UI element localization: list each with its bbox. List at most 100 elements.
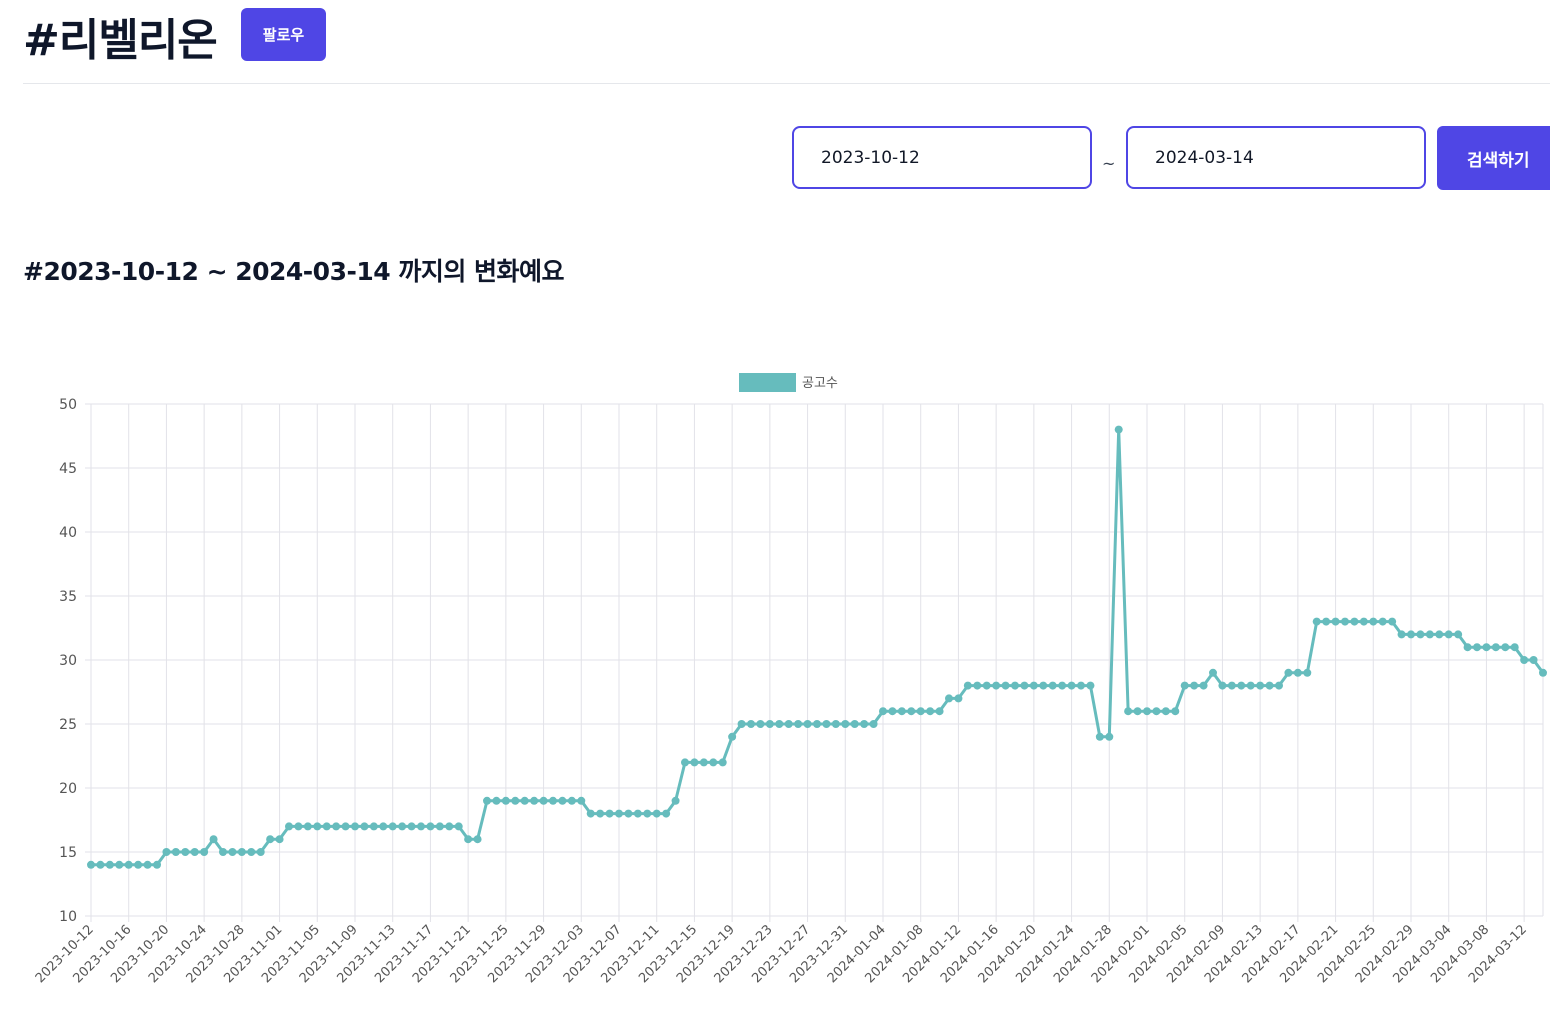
data-point: [1454, 630, 1463, 639]
data-point: [567, 796, 576, 805]
data-point: [266, 835, 275, 844]
search-button[interactable]: 검색하기: [1437, 126, 1550, 190]
y-tick-label: 10: [59, 909, 77, 925]
data-point: [1444, 630, 1453, 639]
data-point: [992, 681, 1001, 690]
data-point: [1180, 681, 1189, 690]
data-point: [134, 860, 143, 869]
data-point: [124, 860, 133, 869]
page-header: #리벨리온 팔로우: [23, 0, 1550, 84]
data-point: [171, 848, 180, 856]
data-point: [718, 758, 727, 767]
data-point: [747, 720, 755, 728]
data-point: [445, 822, 454, 831]
data-point: [662, 809, 671, 818]
data-point: [1491, 643, 1500, 652]
data-point: [869, 720, 878, 728]
data-point: [1199, 681, 1208, 690]
data-point: [982, 681, 991, 690]
data-point: [520, 796, 529, 805]
data-point: [1388, 617, 1397, 626]
data-point: [1209, 668, 1217, 677]
series-line: [91, 428, 1545, 867]
data-point: [162, 848, 171, 856]
data-point: [954, 694, 963, 703]
data-point: [1539, 668, 1547, 677]
follow-button[interactable]: 팔로우: [241, 8, 326, 61]
data-point: [96, 860, 105, 869]
data-point: [369, 822, 378, 831]
data-point: [888, 707, 897, 716]
data-point: [1086, 681, 1095, 690]
chart-series: [87, 425, 1547, 869]
data-point: [200, 848, 209, 856]
data-point: [784, 720, 793, 728]
data-point: [756, 720, 765, 728]
chart-legend[interactable]: 공고수: [739, 373, 838, 392]
data-point: [794, 720, 803, 728]
data-point: [275, 835, 284, 844]
data-point: [1397, 630, 1406, 639]
data-point: [388, 822, 397, 831]
data-point: [492, 796, 501, 805]
data-point: [1293, 668, 1302, 677]
data-point: [407, 822, 416, 831]
data-point: [850, 720, 859, 728]
data-point: [737, 720, 746, 728]
data-point: [303, 822, 312, 831]
data-point: [879, 707, 887, 716]
data-point: [803, 720, 812, 728]
data-point: [1171, 707, 1180, 716]
data-point: [1058, 681, 1067, 690]
y-tick-label: 25: [59, 717, 77, 733]
data-point: [1133, 707, 1142, 716]
data-point: [181, 848, 190, 856]
data-point: [285, 822, 293, 831]
data-point: [615, 809, 623, 818]
data-point: [1510, 643, 1519, 652]
data-point: [501, 796, 510, 805]
data-point: [831, 720, 840, 728]
data-point: [435, 822, 444, 831]
end-date-input[interactable]: [1126, 126, 1426, 189]
data-point: [860, 720, 869, 728]
start-date-input[interactable]: [792, 126, 1092, 189]
data-point: [256, 848, 265, 856]
data-point: [577, 796, 586, 805]
legend-label[interactable]: 공고수: [802, 376, 838, 391]
data-point: [1095, 732, 1104, 741]
data-point: [473, 835, 482, 844]
data-point: [586, 809, 595, 818]
data-point: [143, 860, 152, 869]
data-point: [1529, 656, 1538, 664]
y-tick-label: 40: [59, 525, 77, 541]
data-point: [652, 809, 661, 818]
data-point: [1350, 617, 1359, 626]
legend-swatch[interactable]: [739, 373, 796, 392]
data-point: [681, 758, 689, 767]
data-point: [1011, 681, 1019, 690]
data-point: [1416, 630, 1425, 639]
data-point: [322, 822, 331, 831]
date-range-separator: ~: [1102, 154, 1116, 173]
data-point: [483, 796, 491, 805]
page-title: #리벨리온: [23, 15, 218, 66]
data-point: [897, 707, 906, 716]
data-point: [379, 822, 388, 831]
data-point: [935, 707, 944, 716]
data-point: [1067, 681, 1076, 690]
data-point: [558, 796, 567, 805]
data-point: [1435, 630, 1444, 639]
data-point: [1407, 630, 1415, 639]
data-point: [219, 848, 227, 856]
data-point: [228, 848, 237, 856]
data-point: [332, 822, 341, 831]
data-point: [1473, 643, 1481, 652]
data-point: [1039, 681, 1048, 690]
data-point: [313, 822, 322, 831]
data-point: [1322, 617, 1331, 626]
data-point: [728, 732, 737, 741]
data-point: [237, 848, 246, 856]
line-chart: 2023-10-122023-10-162023-10-202023-10-24…: [33, 373, 1547, 986]
data-point: [605, 809, 614, 818]
